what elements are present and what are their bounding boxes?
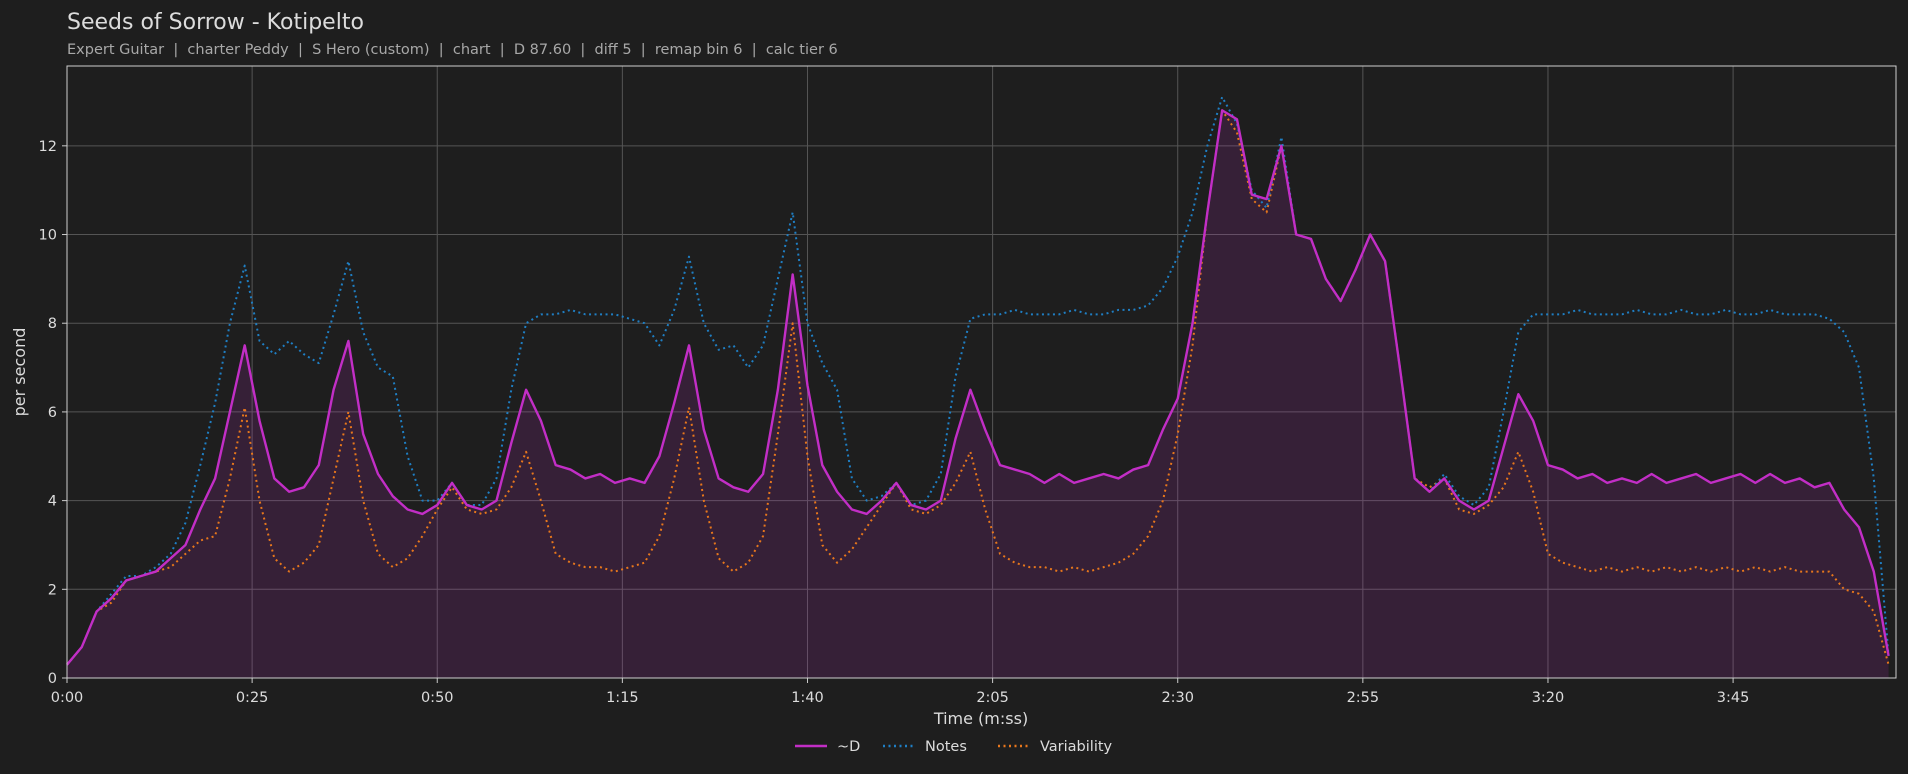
x-tick-label: 3:45: [1717, 690, 1750, 706]
y-axis-label: per second: [10, 328, 29, 417]
chart-title: Seeds of Sorrow - Kotipelto: [67, 10, 364, 35]
legend-item: Notes: [883, 739, 967, 755]
x-tick-label: 2:30: [1161, 690, 1194, 706]
legend-label: Notes: [925, 739, 967, 755]
legend-label: Variability: [1040, 739, 1113, 755]
plot-frame: [66, 65, 1897, 679]
x-tick-label: 0:25: [236, 690, 269, 706]
plot-background: [67, 66, 1896, 678]
x-tick-label: 0:00: [51, 690, 84, 706]
x-tick-label: 2:55: [1347, 690, 1380, 706]
legend-label: ~D: [837, 739, 860, 755]
x-tick-label: 0:50: [421, 690, 454, 706]
legend-item: ~D: [795, 739, 860, 755]
legend-item: Variability: [998, 739, 1113, 755]
area: [67, 110, 1889, 678]
y-tick-label: 2: [48, 582, 57, 598]
y-tick-label: 0: [48, 671, 57, 687]
series-line: [66, 109, 1890, 666]
y-tick-label: 10: [39, 228, 57, 244]
y-tick-label: 6: [48, 405, 57, 421]
y-tick-label: 4: [48, 494, 57, 510]
x-axis-label: Time (m:ss): [933, 709, 1028, 728]
x-tick-label: 2:05: [976, 690, 1009, 706]
series-line: [66, 109, 1890, 666]
x-tick-label: 1:40: [791, 690, 824, 706]
x-tick-label: 1:15: [606, 690, 639, 706]
series-line: [66, 96, 1890, 666]
x-tick-label: 3:20: [1532, 690, 1565, 706]
chart-subtitle: Expert Guitar | charter Peddy | S Hero (…: [67, 42, 838, 58]
y-tick-label: 12: [39, 139, 57, 155]
y-tick-label: 8: [48, 316, 57, 332]
